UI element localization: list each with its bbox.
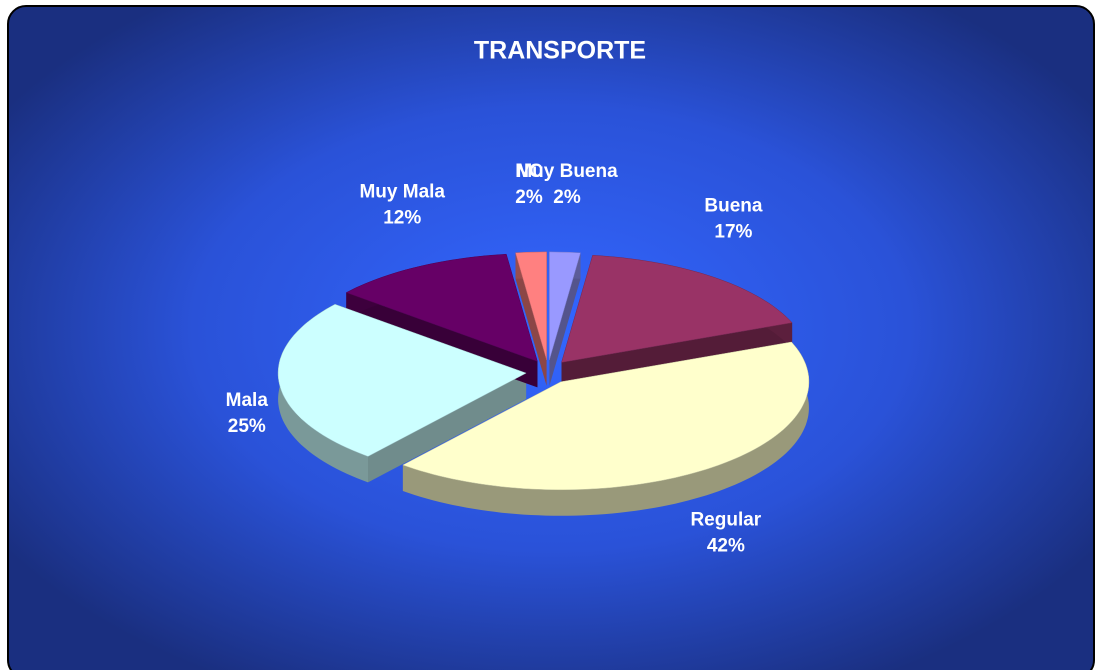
slice (277, 304, 527, 457)
value-label: 2% (553, 187, 581, 208)
slice (515, 251, 547, 360)
slice-side (402, 342, 809, 516)
slice-label: Regular (690, 509, 761, 530)
value-label: 2% (515, 187, 543, 208)
slice (549, 251, 581, 360)
chart-title: TRANSPORTE (474, 37, 646, 65)
slice (402, 341, 810, 491)
slice-label: Mala (226, 390, 269, 411)
slice-wall (549, 252, 581, 386)
value-label: 42% (707, 535, 745, 556)
slice-wall (368, 373, 527, 483)
slice-label: Buena (704, 196, 763, 217)
slice (345, 253, 538, 362)
value-label: 12% (383, 207, 421, 228)
slice-label: Muy Mala (359, 181, 445, 202)
value-label: 17% (714, 222, 752, 243)
slice-label: Muy Buena (516, 161, 618, 182)
slice (561, 255, 793, 363)
value-label: 25% (228, 416, 266, 437)
slice-label: NC (515, 161, 543, 182)
slice-wall (515, 252, 547, 386)
